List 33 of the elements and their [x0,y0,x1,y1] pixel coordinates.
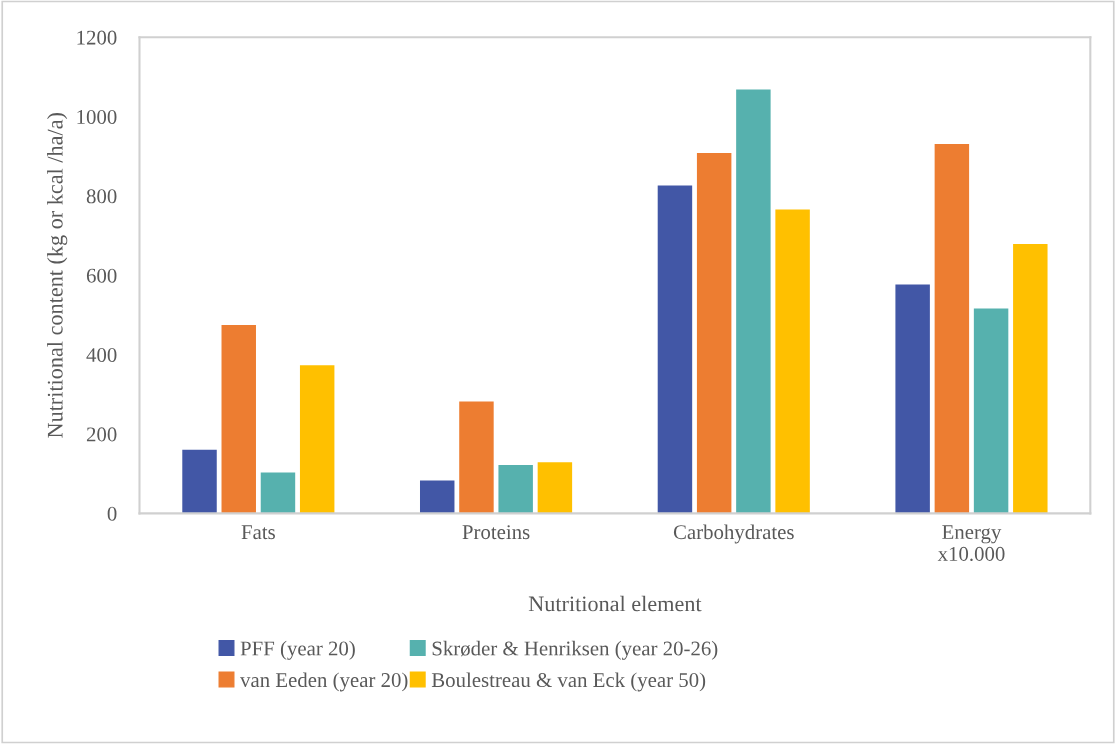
bar [895,284,930,514]
legend-label: Boulestreau & van Eck (year 50) [431,672,706,692]
y-tick-label: 200 [86,427,117,442]
bar [498,464,533,514]
bar [736,89,771,514]
x-tick-label: Carbohydrates [673,524,794,544]
bar [260,472,296,514]
x-tick-label: Fats [241,525,275,540]
x-tick-label: Proteins [462,525,530,540]
y-axis-title: Nutritional content (kg or kcal /ha/a) [47,113,68,438]
bar [182,449,217,514]
bar [1013,243,1048,514]
bar [420,480,455,514]
x-axis-title: Nutritional element [528,595,702,612]
y-tick-label: 1200 [77,30,117,45]
bar [696,153,732,514]
bar [657,185,693,514]
legend-label: Skrøder & Henriksen (year 20-26) [432,640,718,660]
y-tick-label: 1000 [77,109,117,124]
bar [537,462,573,514]
legend-label: PFF (year 20) [240,640,355,660]
y-tick-label: 600 [86,268,117,283]
bar [775,209,810,514]
y-tick-label: 800 [86,189,117,204]
bar [973,308,1009,514]
bar [934,143,970,514]
y-tick-label: 0 [107,506,117,521]
y-tick-label: 400 [86,348,117,363]
x-tick-label: Energy x10.000 [937,525,1005,562]
legend-label: van Eeden (year 20) [240,672,408,692]
bar [459,401,494,514]
bar [221,324,256,514]
bar [299,365,335,514]
